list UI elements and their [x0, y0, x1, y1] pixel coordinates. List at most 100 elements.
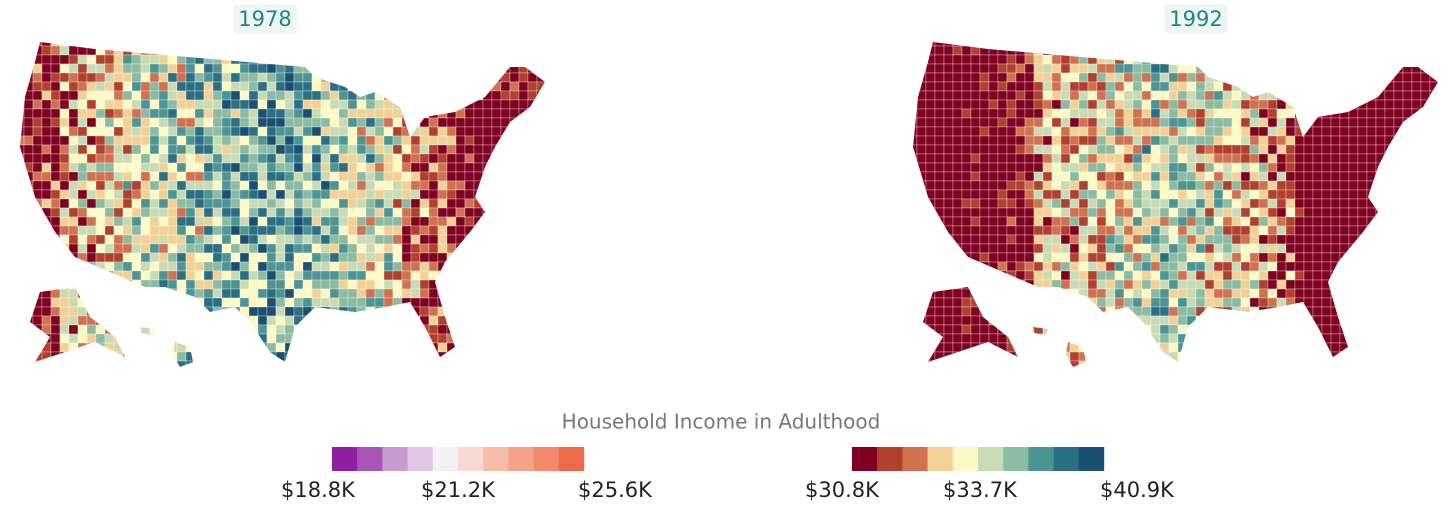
county	[1016, 190, 1025, 199]
county	[1025, 370, 1034, 379]
county	[1196, 163, 1205, 172]
county	[1097, 190, 1106, 199]
county	[1007, 280, 1016, 289]
county	[1070, 217, 1079, 226]
county	[1169, 55, 1178, 64]
county	[276, 37, 285, 46]
county	[1124, 199, 1133, 208]
county	[222, 82, 231, 91]
county	[519, 82, 528, 91]
county	[1196, 253, 1205, 262]
county	[962, 361, 971, 370]
county	[989, 127, 998, 136]
county	[546, 73, 555, 82]
county	[908, 361, 917, 370]
county	[114, 289, 123, 298]
county	[249, 154, 258, 163]
county	[1304, 271, 1313, 280]
county	[267, 37, 276, 46]
county	[1376, 271, 1385, 280]
county	[78, 127, 87, 136]
county	[944, 235, 953, 244]
county	[1070, 298, 1079, 307]
county	[411, 37, 420, 46]
county	[528, 37, 537, 46]
county	[51, 289, 60, 298]
county	[1313, 118, 1322, 127]
county	[474, 289, 483, 298]
county	[1367, 316, 1376, 325]
county	[1430, 280, 1439, 289]
county	[1259, 154, 1268, 163]
county	[1349, 100, 1358, 109]
county	[285, 199, 294, 208]
county	[294, 154, 303, 163]
county	[123, 307, 132, 316]
county	[971, 73, 980, 82]
county	[1196, 370, 1205, 379]
county	[222, 46, 231, 55]
county	[87, 226, 96, 235]
county	[1016, 46, 1025, 55]
county	[384, 352, 393, 361]
county	[1394, 145, 1403, 154]
county	[276, 181, 285, 190]
county	[926, 100, 935, 109]
county	[483, 46, 492, 55]
county	[1142, 334, 1151, 343]
county	[465, 55, 474, 64]
county	[303, 109, 312, 118]
county	[339, 127, 348, 136]
county	[429, 262, 438, 271]
county	[1205, 289, 1214, 298]
county	[105, 280, 114, 289]
county	[1286, 325, 1295, 334]
county	[1079, 370, 1088, 379]
county	[971, 64, 980, 73]
county	[123, 145, 132, 154]
county	[1178, 316, 1187, 325]
county	[1421, 226, 1430, 235]
county	[33, 82, 42, 91]
county	[465, 217, 474, 226]
county	[483, 370, 492, 379]
county	[1187, 235, 1196, 244]
county	[971, 271, 980, 280]
county	[420, 271, 429, 280]
county	[1088, 298, 1097, 307]
county	[1187, 316, 1196, 325]
county	[132, 370, 141, 379]
county	[24, 343, 33, 352]
county	[1439, 136, 1443, 145]
county	[1178, 73, 1187, 82]
county	[1322, 91, 1331, 100]
county	[1421, 199, 1430, 208]
county	[213, 163, 222, 172]
county	[1304, 280, 1313, 289]
county	[1151, 370, 1160, 379]
county	[1205, 109, 1214, 118]
county	[429, 181, 438, 190]
county	[1115, 100, 1124, 109]
county	[60, 199, 69, 208]
county	[285, 280, 294, 289]
county	[123, 334, 132, 343]
county	[1430, 298, 1439, 307]
county	[1250, 55, 1259, 64]
county	[69, 100, 78, 109]
county	[1025, 271, 1034, 280]
county	[1070, 55, 1079, 64]
county	[447, 253, 456, 262]
county	[213, 244, 222, 253]
county	[411, 55, 420, 64]
county	[1331, 109, 1340, 118]
county	[303, 244, 312, 253]
county	[231, 127, 240, 136]
county	[303, 208, 312, 217]
county	[1313, 127, 1322, 136]
county	[989, 334, 998, 343]
county	[1268, 307, 1277, 316]
county	[132, 226, 141, 235]
county	[1331, 262, 1340, 271]
county	[1196, 298, 1205, 307]
